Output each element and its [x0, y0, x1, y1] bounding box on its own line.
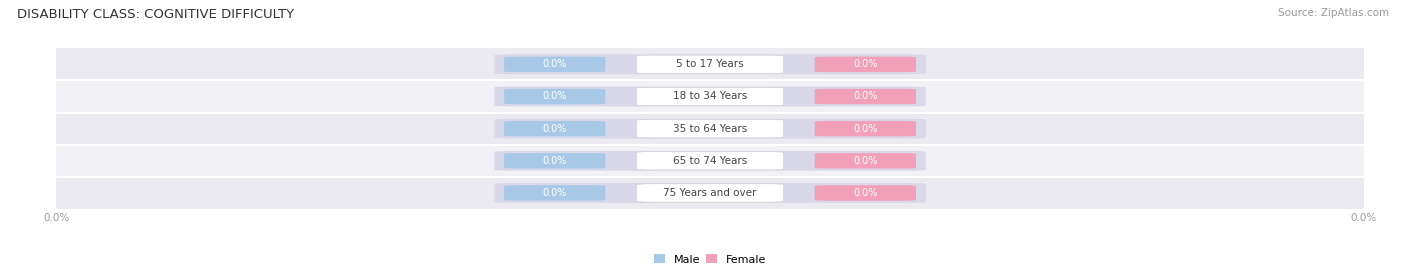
FancyBboxPatch shape: [495, 183, 925, 203]
FancyBboxPatch shape: [495, 54, 925, 74]
Bar: [56, 177, 1364, 209]
Text: 0.0%: 0.0%: [853, 156, 877, 166]
FancyBboxPatch shape: [505, 185, 606, 201]
FancyBboxPatch shape: [637, 184, 783, 202]
Bar: [56, 113, 1364, 145]
Text: 5 to 17 Years: 5 to 17 Years: [676, 59, 744, 69]
Bar: [56, 48, 1364, 80]
Text: 18 to 34 Years: 18 to 34 Years: [673, 91, 747, 102]
Text: 0.0%: 0.0%: [543, 156, 567, 166]
FancyBboxPatch shape: [505, 57, 606, 72]
FancyBboxPatch shape: [495, 87, 925, 106]
FancyBboxPatch shape: [814, 57, 915, 72]
FancyBboxPatch shape: [637, 120, 783, 138]
FancyBboxPatch shape: [495, 151, 925, 171]
FancyBboxPatch shape: [637, 87, 783, 106]
FancyBboxPatch shape: [495, 119, 925, 139]
Text: DISABILITY CLASS: COGNITIVE DIFFICULTY: DISABILITY CLASS: COGNITIVE DIFFICULTY: [17, 8, 294, 21]
Text: 0.0%: 0.0%: [853, 91, 877, 102]
FancyBboxPatch shape: [814, 89, 915, 104]
FancyBboxPatch shape: [505, 121, 606, 136]
FancyBboxPatch shape: [505, 153, 606, 169]
Text: 0.0%: 0.0%: [853, 188, 877, 198]
Text: 35 to 64 Years: 35 to 64 Years: [673, 124, 747, 134]
Text: 65 to 74 Years: 65 to 74 Years: [673, 156, 747, 166]
Text: 0.0%: 0.0%: [543, 91, 567, 102]
Text: 75 Years and over: 75 Years and over: [664, 188, 756, 198]
Text: Source: ZipAtlas.com: Source: ZipAtlas.com: [1278, 8, 1389, 18]
Text: 0.0%: 0.0%: [543, 59, 567, 69]
Bar: [56, 80, 1364, 113]
Text: 0.0%: 0.0%: [543, 124, 567, 134]
FancyBboxPatch shape: [814, 185, 915, 201]
FancyBboxPatch shape: [637, 152, 783, 170]
Text: 0.0%: 0.0%: [543, 188, 567, 198]
FancyBboxPatch shape: [637, 55, 783, 73]
Legend: Male, Female: Male, Female: [654, 254, 766, 265]
FancyBboxPatch shape: [814, 153, 915, 169]
FancyBboxPatch shape: [505, 89, 606, 104]
FancyBboxPatch shape: [814, 121, 915, 136]
Text: 0.0%: 0.0%: [853, 59, 877, 69]
Text: 0.0%: 0.0%: [853, 124, 877, 134]
Bar: [56, 145, 1364, 177]
